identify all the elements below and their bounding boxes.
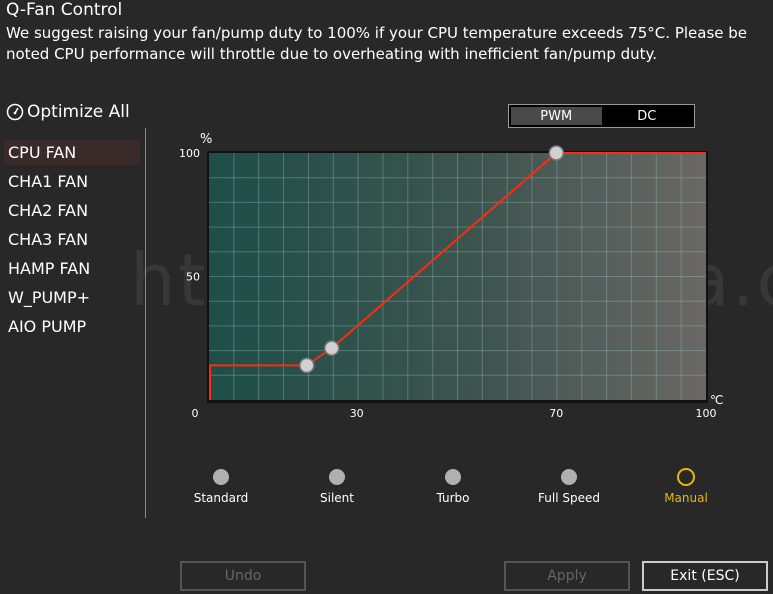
exit-button[interactable]: Exit (ESC) (642, 561, 768, 591)
preset-dot-selected[interactable] (677, 468, 695, 486)
apply-button[interactable]: Apply (504, 561, 630, 591)
optimize-all-button[interactable]: Optimize All (6, 102, 130, 122)
curve-point-handle[interactable] (324, 340, 340, 356)
fan-item-cha2[interactable]: CHA2 FAN (8, 201, 89, 220)
preset-dot[interactable] (445, 469, 461, 485)
page-title: Q-Fan Control (6, 0, 123, 20)
mode-toggle[interactable]: PWM DC (508, 104, 695, 128)
fan-item-hamp[interactable]: HAMP FAN (8, 259, 91, 278)
fan-item-cha3[interactable]: CHA3 FAN (8, 230, 89, 249)
y-tick-label: 100 (179, 147, 200, 160)
x-tick-label: 0 (192, 407, 199, 420)
gauge-icon (6, 103, 24, 121)
mode-dc[interactable]: DC (637, 109, 657, 124)
fan-item-w-pump[interactable]: W_PUMP+ (8, 288, 91, 307)
x-tick-label: 30 (350, 407, 364, 420)
preset-full-speed[interactable]: Full Speed (538, 491, 600, 505)
preset-dot[interactable] (561, 469, 577, 485)
x-axis-label: ℃ (710, 393, 723, 407)
preset-dot[interactable] (213, 469, 229, 485)
preset-silent[interactable]: Silent (320, 491, 354, 505)
fan-item-cpu[interactable]: CPU FAN (4, 140, 140, 165)
curve-point-handle[interactable] (299, 357, 315, 374)
preset-dot[interactable] (329, 469, 345, 485)
plot-area (209, 153, 706, 400)
preset-turbo[interactable]: Turbo (436, 491, 470, 505)
fan-curve-line (209, 152, 706, 400)
preset-standard[interactable]: Standard (193, 491, 249, 505)
x-tick-label: 70 (549, 407, 563, 420)
curve-point-handle[interactable] (548, 145, 565, 161)
undo-button[interactable]: Undo (180, 561, 306, 591)
x-tick-label: 100 (696, 407, 717, 420)
fan-item-aio-pump[interactable]: AIO PUMP (8, 317, 87, 336)
optimize-all-label: Optimize All (27, 102, 130, 122)
divider (145, 128, 146, 518)
mode-pwm[interactable]: PWM (511, 107, 602, 125)
preset-manual[interactable]: Manual (664, 491, 708, 505)
description: We suggest raising your fan/pump duty to… (6, 24, 748, 63)
y-tick-label: 50 (186, 271, 200, 284)
y-axis-label: % (200, 132, 212, 147)
fan-item-cha1[interactable]: CHA1 FAN (8, 172, 89, 191)
